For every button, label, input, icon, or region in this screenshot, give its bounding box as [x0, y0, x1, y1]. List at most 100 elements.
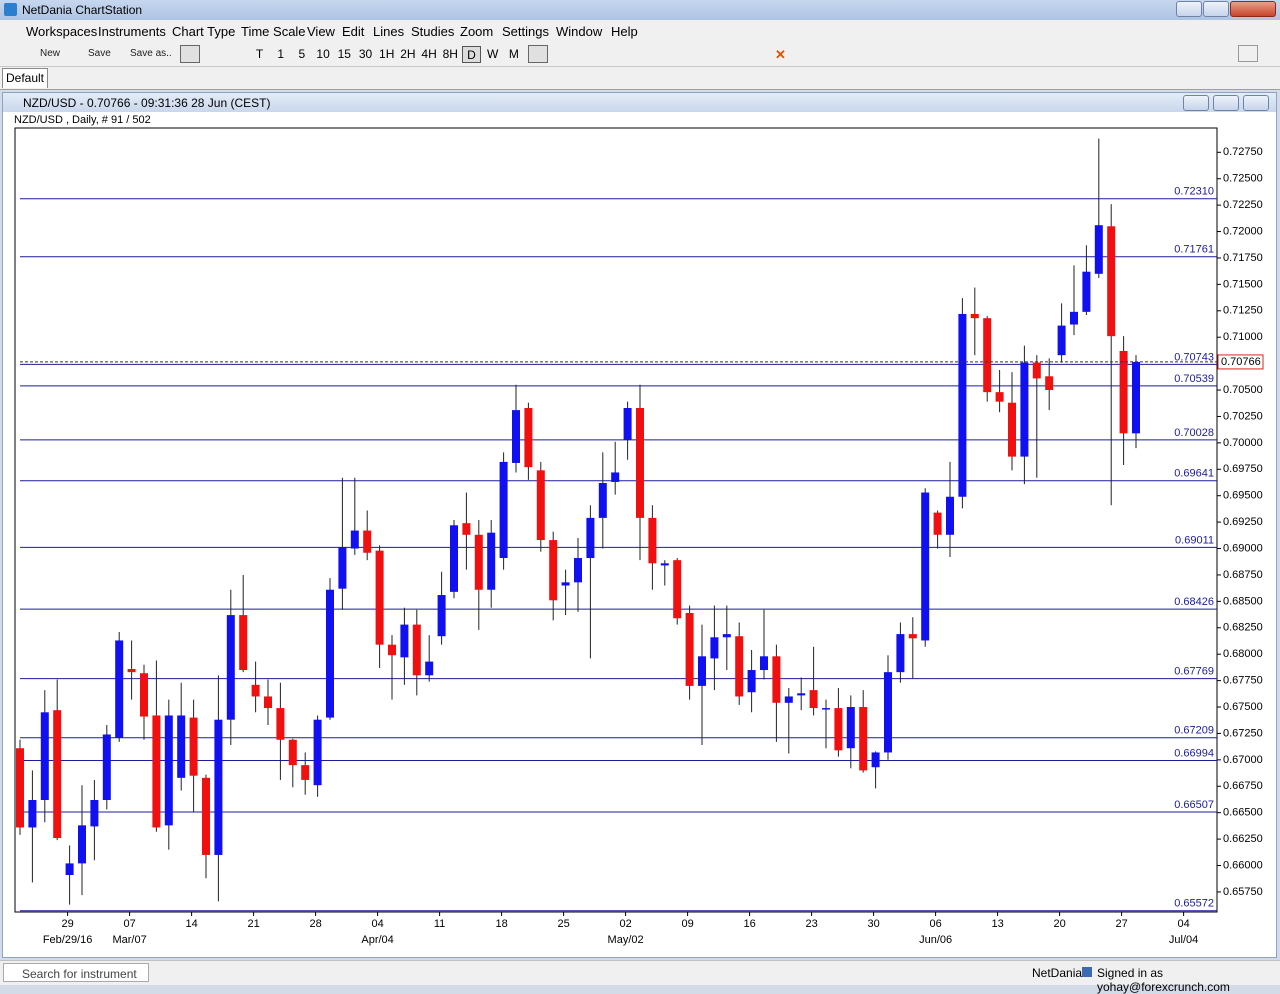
timeframe-button[interactable]: 2H: [400, 47, 416, 61]
menu-item[interactable]: Help: [611, 24, 638, 39]
search-placeholder: Search for instrument: [22, 967, 137, 981]
x-tick-label: 09: [681, 918, 693, 930]
candle-body: [450, 525, 458, 592]
candle-body: [648, 517, 657, 564]
candle-body: [288, 739, 297, 766]
timeframe-button[interactable]: T: [255, 47, 264, 61]
timeframe-button[interactable]: D: [462, 46, 481, 63]
menu-item[interactable]: Time Scale: [241, 24, 306, 39]
menu-item[interactable]: Instruments: [98, 24, 166, 39]
level-label: 0.66507: [1174, 799, 1214, 811]
candle-body: [78, 825, 86, 864]
menu-item[interactable]: Chart Type: [172, 24, 236, 39]
candle-body: [264, 696, 272, 709]
candle-body: [586, 517, 595, 559]
tab[interactable]: Default: [2, 68, 48, 88]
candle-body: [921, 492, 930, 641]
y-tick-label: 0.66500: [1223, 807, 1263, 819]
timeframe-button[interactable]: W: [487, 47, 499, 61]
x-tick-label: 13: [991, 918, 1003, 930]
candle-body: [760, 656, 768, 671]
menu-item[interactable]: Workspaces: [26, 24, 98, 39]
plot-frame: [14, 127, 1218, 913]
timeframe-button[interactable]: 15: [337, 47, 351, 61]
x-tick-label: 27: [1115, 918, 1127, 930]
x-sublabel: Feb/29/16: [43, 934, 93, 946]
candle-body: [735, 636, 744, 697]
menu-item[interactable]: Edit: [342, 24, 365, 39]
menu-item[interactable]: Settings: [502, 24, 549, 39]
minimize-button[interactable]: [1176, 1, 1202, 17]
panel-button[interactable]: [1238, 45, 1258, 62]
y-tick-label: 0.72500: [1223, 173, 1263, 185]
chart-window-bar: NZD/USD - 0.70766 - 09:31:36 28 Jun (CES…: [3, 93, 1276, 112]
level-label: 0.72310: [1174, 186, 1214, 198]
menu-item[interactable]: Zoom: [460, 24, 494, 39]
menu-item[interactable]: View: [307, 24, 335, 39]
candle-body: [611, 472, 620, 482]
candle-body: [536, 470, 545, 541]
candle-type-button[interactable]: [180, 45, 200, 63]
level-label: 0.65572: [1174, 898, 1214, 910]
y-tick-label: 0.68750: [1223, 569, 1263, 581]
candle-body: [722, 634, 731, 638]
window-title: NetDania ChartStation: [22, 3, 143, 17]
timeframe-button[interactable]: M: [508, 47, 519, 61]
candle-body: [822, 708, 830, 710]
candle-body: [425, 661, 434, 676]
candle-body: [871, 752, 880, 768]
candle-body: [995, 392, 1004, 402]
x-tick-label: 23: [805, 918, 817, 930]
chart-restore[interactable]: [1213, 95, 1239, 111]
toolbar-button[interactable]: New: [40, 48, 61, 59]
search-box[interactable]: Search for instrument: [3, 963, 149, 982]
timeframe-button[interactable]: 30: [358, 47, 373, 61]
x-tick-label: 04: [371, 918, 383, 930]
candle-body: [65, 863, 74, 876]
timeframe-button[interactable]: 1H: [379, 47, 395, 61]
candle-body: [363, 530, 372, 553]
toolbar-button[interactable]: Save: [88, 48, 111, 59]
x-tick-label: 18: [495, 918, 507, 930]
candle-body: [772, 656, 781, 703]
candle-body: [462, 523, 471, 535]
timeframe-button[interactable]: 1: [277, 47, 285, 61]
timeframe-button[interactable]: 4H: [421, 47, 437, 61]
close-button[interactable]: [1230, 1, 1276, 17]
candle-body: [834, 708, 843, 751]
y-tick-label: 0.66000: [1223, 859, 1263, 871]
x-sublabel: Mar/07: [112, 934, 146, 946]
crosshair-button[interactable]: [528, 45, 548, 63]
y-tick-label: 0.71250: [1223, 305, 1263, 317]
candle-body: [908, 634, 917, 639]
candle-body: [152, 715, 161, 828]
menu-item[interactable]: Lines: [373, 24, 405, 39]
y-tick-label: 0.67750: [1223, 675, 1263, 687]
y-tick-label: 0.70000: [1223, 437, 1263, 449]
app-icon: [4, 3, 17, 16]
candle-body: [574, 558, 582, 583]
toolbar-button[interactable]: Save as..: [130, 48, 172, 59]
menu-item[interactable]: Window: [556, 24, 603, 39]
candle-body: [313, 719, 322, 786]
chart-minimize[interactable]: [1183, 95, 1209, 111]
candle-body: [301, 765, 310, 780]
maximize-button[interactable]: [1203, 1, 1229, 17]
y-tick-label: 0.67500: [1223, 701, 1263, 713]
y-tick-label: 0.69000: [1223, 542, 1263, 554]
candle-body: [53, 710, 62, 839]
level-label: 0.67209: [1174, 725, 1214, 737]
candle-body: [1020, 362, 1029, 457]
y-tick-label: 0.66250: [1223, 833, 1263, 845]
candle-body: [202, 777, 210, 855]
timeframe-button[interactable]: 10: [316, 47, 330, 61]
menu-item[interactable]: Studies: [411, 24, 455, 39]
delete-icon[interactable]: ✕: [775, 47, 786, 62]
candle-body: [437, 595, 446, 637]
candle-body: [1070, 311, 1078, 325]
candle-body: [102, 734, 111, 800]
y-tick-label: 0.71000: [1223, 331, 1263, 343]
timeframe-button[interactable]: 5: [298, 47, 306, 61]
timeframe-button[interactable]: 8H: [442, 47, 458, 61]
chart-close[interactable]: [1243, 95, 1269, 111]
